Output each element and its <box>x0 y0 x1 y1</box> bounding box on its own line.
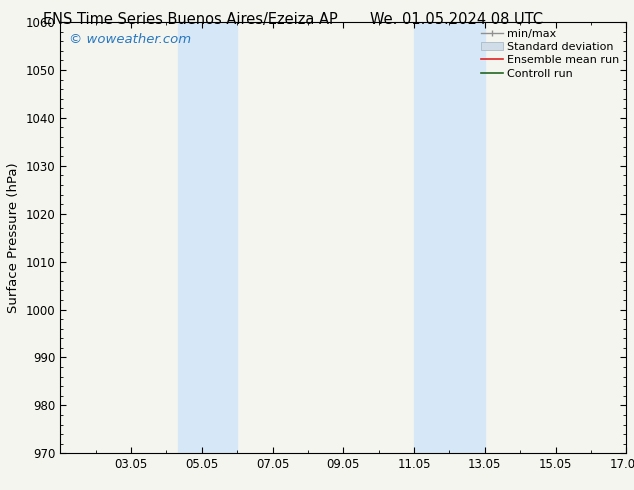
Text: © woweather.com: © woweather.com <box>68 33 191 46</box>
Bar <box>414 22 485 453</box>
Legend: min/max, Standard deviation, Ensemble mean run, Controll run: min/max, Standard deviation, Ensemble me… <box>476 24 624 83</box>
Y-axis label: Surface Pressure (hPa): Surface Pressure (hPa) <box>7 162 20 313</box>
Bar <box>178 22 237 453</box>
Text: We. 01.05.2024 08 UTC: We. 01.05.2024 08 UTC <box>370 12 543 27</box>
Text: ENS Time Series Buenos Aires/Ezeiza AP: ENS Time Series Buenos Aires/Ezeiza AP <box>43 12 337 27</box>
